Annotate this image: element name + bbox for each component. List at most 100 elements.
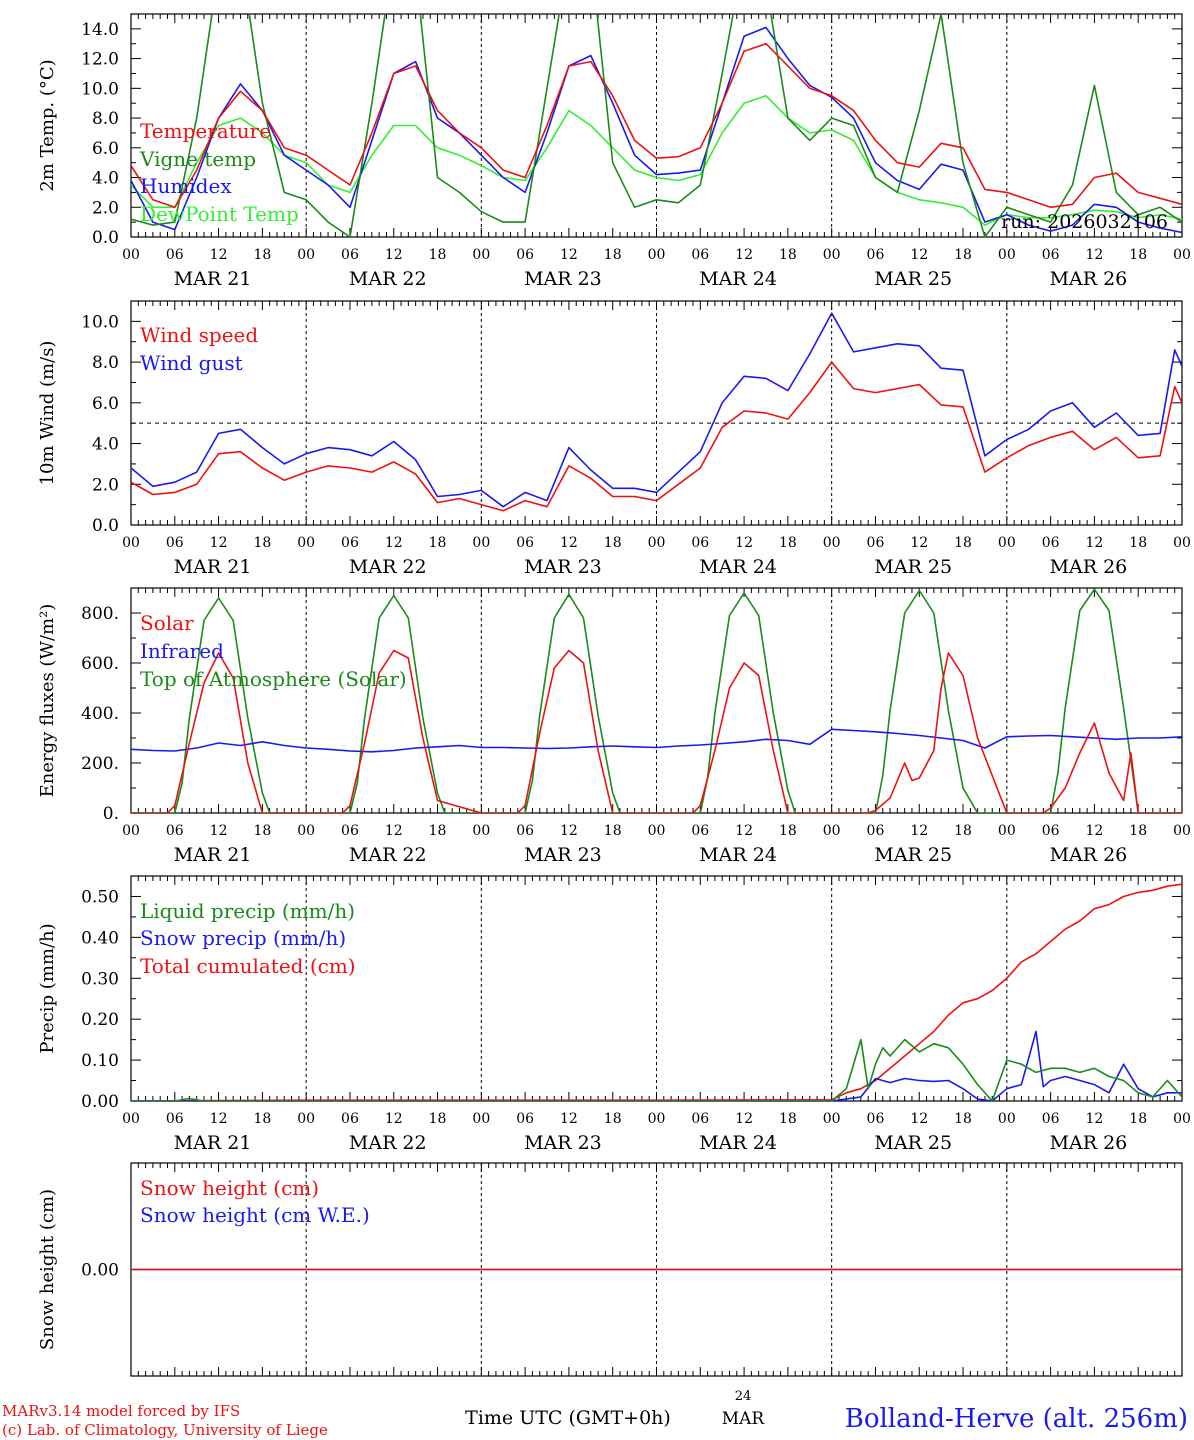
x-tick-label: 12 xyxy=(1086,823,1104,839)
x-tick-label: 06 xyxy=(166,247,184,263)
x-tick-label: 06 xyxy=(341,535,359,551)
x-tick-label: 18 xyxy=(779,823,797,839)
x-tick-label: 18 xyxy=(1129,535,1147,551)
y-tick-label: 600. xyxy=(81,654,119,674)
x-day-label: MAR 26 xyxy=(1050,1132,1128,1154)
y-axis-label: 2m Temp. (°C) xyxy=(37,59,58,191)
x-tick-label: 00 xyxy=(122,823,140,839)
x-tick-label: 00 xyxy=(472,823,490,839)
x-tick-label: 18 xyxy=(253,823,271,839)
x-tick-label: 12 xyxy=(210,247,228,263)
legend-vigne-temp: Vigne temp xyxy=(139,147,256,171)
x-tick-label: 12 xyxy=(560,535,578,551)
x-tick-label: 18 xyxy=(1129,247,1147,263)
x-tick-label: 18 xyxy=(253,1111,271,1127)
x-tick-label: 12 xyxy=(385,535,403,551)
x-tick-label: 06 xyxy=(341,247,359,263)
x-day-label: MAR 23 xyxy=(524,556,602,578)
x-tick-label: 18 xyxy=(954,823,972,839)
x-day-label: MAR 23 xyxy=(524,844,602,866)
x-tick-label: 00 xyxy=(1173,535,1191,551)
footer-day-num: 24 xyxy=(735,1389,752,1404)
x-tick-label: 12 xyxy=(910,535,928,551)
x-tick-label: 06 xyxy=(1042,1111,1060,1127)
x-tick-label: 06 xyxy=(691,823,709,839)
y-tick-label: 400. xyxy=(81,704,119,724)
x-day-label: MAR 24 xyxy=(699,556,777,578)
x-tick-label: 18 xyxy=(429,247,447,263)
y-tick-label: 8.0 xyxy=(92,353,119,373)
x-tick-label: 12 xyxy=(1086,535,1104,551)
x-day-label: MAR 24 xyxy=(699,1132,777,1154)
x-tick-label: 00 xyxy=(297,823,315,839)
x-tick-label: 12 xyxy=(385,823,403,839)
legend-dewpoint-temp: DewPoint Temp xyxy=(140,202,299,226)
y-tick-label: 10.0 xyxy=(81,312,119,332)
y-tick-label: 0.20 xyxy=(81,1010,119,1030)
footer-model: MARv3.14 model forced by IFS xyxy=(2,1402,240,1420)
x-day-label: MAR 24 xyxy=(699,844,777,866)
x-tick-label: 00 xyxy=(998,247,1016,263)
panel-5: 0.00 Snow height (cm) Snow height (cm) Snow… xyxy=(37,1162,1183,1377)
legend-wind-speed: Wind speed xyxy=(140,323,258,347)
legend-snow-precip-mm-h: Snow precip (mm/h) xyxy=(140,926,346,950)
x-tick-label: 06 xyxy=(166,1111,184,1127)
x-tick-label: 00 xyxy=(823,247,841,263)
x-tick-label: 12 xyxy=(560,247,578,263)
panel-1: 0.0 2.0 4.0 6.0 8.0 10.0 12.0 14.0 2m Temp. (°C)… xyxy=(37,13,1191,290)
y-tick-label: 0.00 xyxy=(81,1261,119,1281)
x-day-label: MAR 26 xyxy=(1050,268,1128,290)
x-tick-label: 12 xyxy=(910,247,928,263)
x-tick-label: 06 xyxy=(691,535,709,551)
legend-temperature: Temperature xyxy=(140,119,271,143)
y-tick-label: 0.0 xyxy=(92,228,119,248)
footer-month: MAR xyxy=(722,1409,766,1429)
legend-top-of-atmosphere-solar: Top of Atmosphere (Solar) xyxy=(140,667,407,691)
x-day-label: MAR 21 xyxy=(174,1132,252,1154)
x-tick-label: 00 xyxy=(1173,1111,1191,1127)
x-tick-label: 18 xyxy=(954,247,972,263)
x-tick-label: 18 xyxy=(954,535,972,551)
x-day-label: MAR 22 xyxy=(349,268,427,290)
x-tick-label: 06 xyxy=(691,1111,709,1127)
footer-time-label: Time UTC (GMT+0h) xyxy=(465,1407,671,1429)
x-tick-label: 06 xyxy=(341,1111,359,1127)
x-tick-label: 00 xyxy=(823,535,841,551)
y-tick-label: 4.0 xyxy=(92,435,119,455)
x-tick-label: 12 xyxy=(735,535,753,551)
x-tick-label: 00 xyxy=(297,1111,315,1127)
x-tick-label: 00 xyxy=(297,247,315,263)
x-tick-label: 00 xyxy=(648,823,666,839)
x-tick-label: 18 xyxy=(1129,1111,1147,1127)
x-tick-label: 06 xyxy=(516,247,534,263)
x-tick-label: 00 xyxy=(1173,823,1191,839)
x-tick-label: 18 xyxy=(779,1111,797,1127)
x-tick-label: 06 xyxy=(516,1111,534,1127)
legend-solar: Solar xyxy=(140,611,194,635)
x-day-label: MAR 22 xyxy=(349,556,427,578)
x-day-label: MAR 22 xyxy=(349,1132,427,1154)
series-top-of-atmosphere-solar xyxy=(131,588,1182,813)
x-tick-label: 06 xyxy=(867,535,885,551)
x-tick-label: 18 xyxy=(604,535,622,551)
x-tick-label: 18 xyxy=(779,247,797,263)
series-liquid-precip-mm-h xyxy=(131,1038,1182,1101)
x-tick-label: 06 xyxy=(867,1111,885,1127)
x-tick-label: 00 xyxy=(823,1111,841,1127)
series-temperature xyxy=(131,42,1182,209)
x-day-label: MAR 21 xyxy=(174,556,252,578)
series-snow-precip-mm-h xyxy=(131,1030,1182,1101)
x-tick-label: 00 xyxy=(1173,247,1191,263)
x-tick-label: 12 xyxy=(735,1111,753,1127)
x-tick-label: 12 xyxy=(910,823,928,839)
y-axis-label: Snow height (cm) xyxy=(37,1189,58,1350)
x-tick-label: 00 xyxy=(472,535,490,551)
x-tick-label: 06 xyxy=(166,823,184,839)
x-tick-label: 06 xyxy=(867,823,885,839)
y-tick-label: 0.40 xyxy=(81,928,119,948)
x-tick-label: 18 xyxy=(779,535,797,551)
x-day-label: MAR 25 xyxy=(874,844,952,866)
run-label: run: 2026032106 xyxy=(1001,211,1168,233)
y-tick-label: 0. xyxy=(103,804,119,824)
